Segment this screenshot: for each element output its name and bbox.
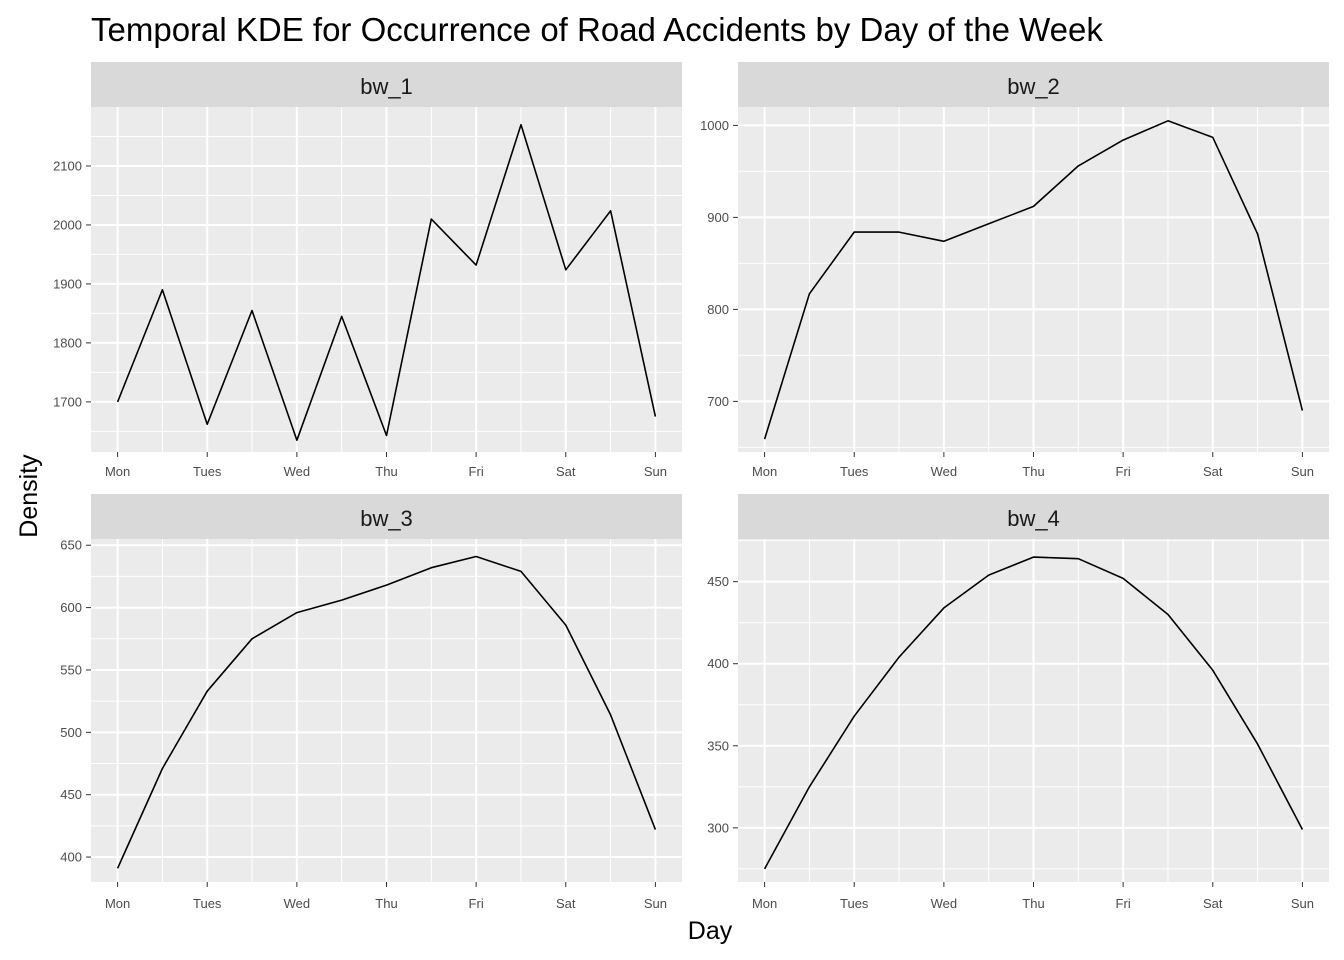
panel-4-x-tick-label-4: Fri [1116,896,1131,911]
panel-3-y-tick-label-0: 400 [60,850,82,865]
panel-4-y-tick-label-1: 350 [707,738,729,753]
panel-2-x-tick-label-6: Sun [1291,464,1314,479]
panel-2-density-line [763,120,1304,440]
panel-1: bw_1 1700 1800 1900 2000 2100 Mon Tues Wed Thu Fri… [53,62,682,479]
panel-4-x-tick-label-6: Sun [1291,896,1314,911]
panel-2-y-tick-label-0: 700 [707,394,729,409]
panel-3-y-tick-label-1: 450 [60,787,82,802]
panel-4-x-tick-label-3: Thu [1022,896,1044,911]
panel-3-x-tick-label-3: Thu [375,896,397,911]
panel-1-y-tick-label-2: 1900 [53,276,82,291]
x-axis-title: Day [688,917,733,945]
panel-3-x-tick-label-5: Sat [556,896,576,911]
panel-3-x-tick-label-1: Tues [193,896,222,911]
panel-1-strip [91,62,682,107]
panel-3-strip-label: bw_3 [360,506,413,531]
panel-2-x-tick-label-3: Thu [1022,464,1044,479]
panel-4-x-tick-label-5: Sat [1203,896,1223,911]
panel-4-x-tick-label-0: Mon [752,896,777,911]
facet-panels: bw_1 1700 1800 1900 2000 2100 Mon Tues Wed Thu Fri… [53,62,1329,911]
panel-3-x-tick-label-6: Sun [644,896,667,911]
panel-2-x-tick-label-5: Sat [1203,464,1223,479]
panel-3-strip [91,494,682,539]
panel-3-x-tick-label-2: Wed [284,896,311,911]
panel-1-x-tick-label-1: Tues [193,464,222,479]
panel-2-y-tick-label-3: 1000 [700,118,729,133]
panel-2-strip [738,62,1329,107]
panel-4-density-line [763,556,1304,870]
panel-1-x-tick-label-2: Wed [284,464,311,479]
panel-3-y-tick-label-4: 600 [60,600,82,615]
panel-4-y-tick-label-2: 400 [707,656,729,671]
chart-title: Temporal KDE for Occurrence of Road Acci… [91,11,1103,48]
panel-1-strip-label: bw_1 [360,74,413,99]
panel-2-y-tick-label-2: 900 [707,210,729,225]
panel-2-x-tick-label-2: Wed [931,464,958,479]
panel-3-y-tick-label-3: 550 [60,662,82,677]
panel-2-x-tick-label-4: Fri [1116,464,1131,479]
panel-1-x-tick-label-0: Mon [105,464,130,479]
panel-1-y-tick-label-0: 1700 [53,394,82,409]
panel-4-x-tick-label-1: Tues [840,896,869,911]
panel-2-x-tick-label-1: Tues [840,464,869,479]
panel-3-density-line [116,555,657,869]
panel-2-strip-label: bw_2 [1007,74,1060,99]
panel-1-x-tick-label-5: Sat [556,464,576,479]
panel-1-x-tick-label-4: Fri [469,464,484,479]
panel-2-y-tick-label-1: 800 [707,302,729,317]
panel-3: bw_3 400 450 500 550 600 650 Mon Tues Wed Thu Fri Sa… [60,494,682,911]
panel-4-strip-label: bw_4 [1007,506,1060,531]
y-axis-title: Density [15,454,43,538]
panel-4-x-tick-label-2: Wed [931,896,958,911]
panel-1-x-tick-label-6: Sun [644,464,667,479]
panel-2-x-tick-label-0: Mon [752,464,777,479]
panel-4-y-tick-label-0: 300 [707,820,729,835]
panel-1-x-tick-label-3: Thu [375,464,397,479]
panel-3-x-tick-label-0: Mon [105,896,130,911]
panel-3-x-tick-label-4: Fri [469,896,484,911]
panel-1-density-line [116,123,657,442]
panel-3-y-tick-label-2: 500 [60,725,82,740]
panel-1-y-tick-label-1: 1800 [53,335,82,350]
panel-1-y-tick-label-3: 2000 [53,217,82,232]
panel-2: bw_2 700 800 900 1000 Mon Tues Wed Thu Fri Sat Sun [700,62,1329,479]
panel-4-y-tick-label-3: 450 [707,574,729,589]
panel-1-y-tick-label-4: 2100 [53,158,82,173]
panel-3-y-tick-label-5: 650 [60,538,82,553]
panel-4-strip [738,494,1329,539]
panel-4: bw_4 300 350 400 450 Mon Tues Wed Thu Fri Sat Sun [707,494,1329,911]
